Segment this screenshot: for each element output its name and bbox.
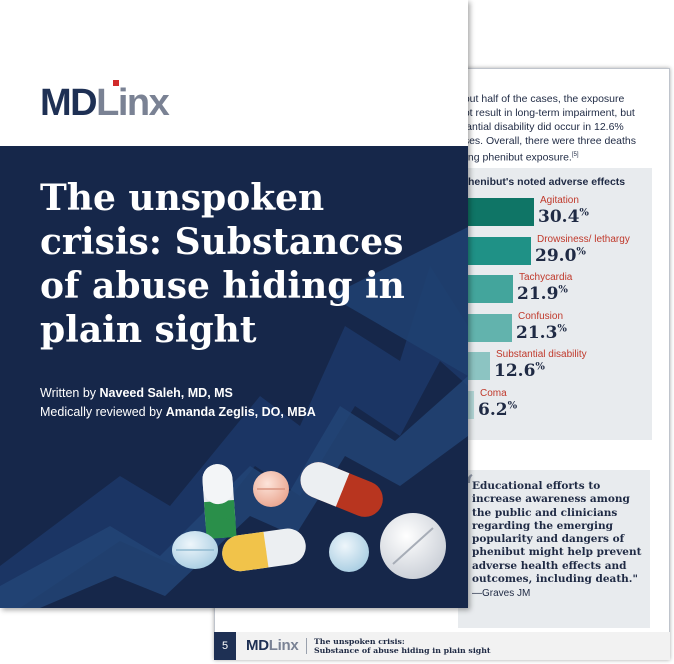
page-footer: 5 MDLinx The unspoken crisis: Substance … [214,632,670,660]
byline-author-name: Naveed Saleh, MD, MS [99,386,233,400]
footer-title: The unspoken crisis: Substance of abuse … [314,637,491,655]
chart-bar [458,236,531,265]
trend-arrow-graphic [0,227,468,608]
byline-author-prefix: Written by [40,386,100,400]
tablet-pink-icon [253,471,289,507]
chart-category-label: Confusion [518,310,564,322]
capsule-green-icon [202,464,237,540]
intro-line: lving phenibut exposure.[5] [458,151,579,164]
intro-line: stantial disability did occur in 12.6% [458,121,624,133]
capsule-red-icon [300,462,383,517]
quote-author: —Graves JM [472,588,531,599]
intro-text: bout half of the cases, the exposure not… [458,92,654,165]
chart-value-label: 12.6% [494,361,545,381]
chart-value-label: 21.9% [517,284,568,304]
footer-title-line: The unspoken crisis: [314,637,405,646]
chart-value-label: 21.3% [516,322,567,343]
chart-value-label: 29.0% [535,245,586,266]
quote-text: Educational efforts to increase awarenes… [472,480,642,586]
chart-category-label: Agitation [540,195,579,206]
footer-logo-linx: Linx [268,637,299,654]
byline: Written by Naveed Saleh, MD, MS Medicall… [40,384,316,422]
footer-title-line: Substance of abuse hiding in plain sight [314,646,491,655]
capsule-yellow-icon [222,528,306,572]
reference-marker: [5] [571,152,579,158]
footer-logo: MDLinx [246,637,299,654]
chart-title: henibut's noted adverse effects [468,176,626,188]
intro-line: not result in long-term impairment, but [458,107,635,119]
back-page-content: bout half of the cases, the exposure not… [214,68,670,660]
byline-reviewer-prefix: Medically reviewed by [40,405,166,419]
page-number: 5 [214,632,236,660]
mdlinx-logo: MDLinx [40,82,170,125]
chart-value-label: 30.4% [538,207,589,227]
chart-category-label: Coma [480,387,507,399]
chart-category-label: Drowsiness/ lethargy [537,233,630,245]
chart-category-label: Tachycardia [519,272,573,283]
logo-linx: Linx [96,82,170,124]
cover-band: The unspoken crisis: Substances of abuse… [0,146,468,608]
chart-value-label: 6.2% [478,399,518,420]
front-cover: MDLinx The unspoken crisis: Substances o… [0,80,468,608]
byline-reviewer-name: Amanda Zeglis, DO, MBA [165,405,316,419]
footer-divider [306,638,307,654]
logo-accent-dot [113,80,119,86]
pull-quote: “ Educational efforts to increase awaren… [456,470,650,628]
byline-author: Written by Naveed Saleh, MD, MS [40,384,316,403]
footer-logo-md: MD [246,637,269,654]
tablet-small-blue-icon [329,532,369,572]
pills-illustration [172,462,446,579]
adverse-effects-chart: henibut's noted adverse effects Agitatio… [458,168,652,440]
intro-line: ases. Overall, there were three deaths [458,135,637,147]
intro-line: bout half of the cases, the exposure [458,93,625,105]
tablet-white-icon [380,513,446,579]
byline-reviewer: Medically reviewed by Amanda Zeglis, DO,… [40,403,316,422]
logo-md: MD [40,82,98,124]
cover-title: The unspoken crisis: Substances of abuse… [40,177,405,351]
chart-category-label: Substantial disability [496,349,587,360]
tablet-blue-icon [172,531,218,569]
chart-bar [458,198,534,226]
